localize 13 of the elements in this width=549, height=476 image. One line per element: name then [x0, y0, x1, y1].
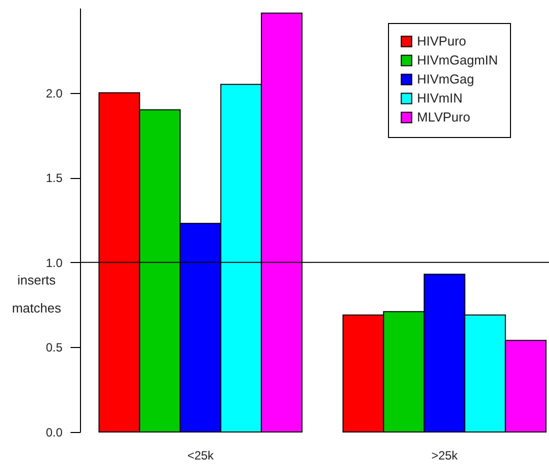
- y-axis-title: inserts matches: [12, 272, 62, 316]
- y-tick-label: 0.5: [46, 340, 63, 355]
- legend-label: HIVmIN: [417, 90, 462, 106]
- y-tick-label: 1.0: [46, 256, 63, 270]
- legend-label: HIVPuro: [417, 34, 466, 48]
- y-tick-label: 2.0: [46, 86, 63, 100]
- legend-label: MLVPuro: [417, 110, 470, 124]
- x-tick-label: >25k: [431, 448, 459, 462]
- y-tick-label: 0.0: [46, 426, 63, 440]
- legend-label: HIVmGag: [417, 72, 474, 86]
- y-tick-label: 1.5: [46, 171, 63, 186]
- x-tick-label: <25k: [187, 448, 215, 462]
- legend-label: HIVmGagmIN: [417, 52, 498, 68]
